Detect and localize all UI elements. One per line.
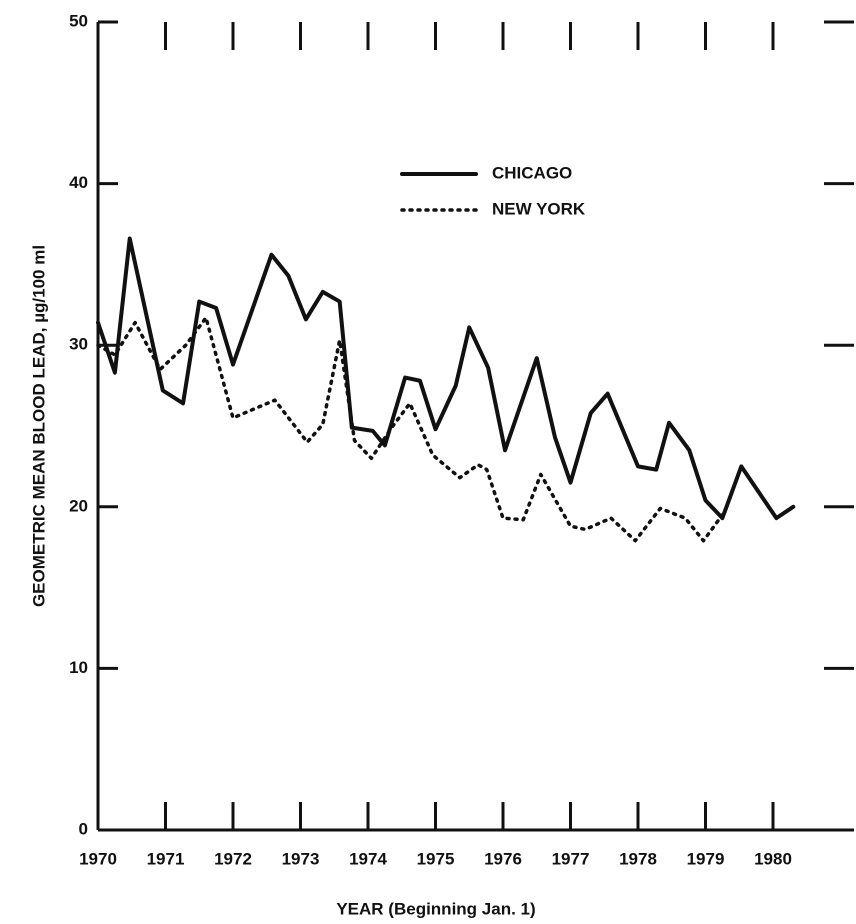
y-tick-label: 20: [69, 496, 88, 515]
x-tick-label: 1978: [619, 849, 657, 868]
x-axis-label: YEAR (Beginning Jan. 1): [336, 899, 535, 918]
y-tick-label: 30: [69, 335, 88, 354]
x-tick-label: 1973: [282, 849, 320, 868]
x-tick-label: 1976: [484, 849, 522, 868]
x-tick-label: 1971: [147, 849, 185, 868]
y-tick-label: 50: [69, 11, 88, 30]
x-tick-label: 1977: [552, 849, 590, 868]
legend-label: CHICAGO: [492, 163, 572, 182]
series-line: [96, 315, 725, 543]
series-line: [96, 236, 796, 521]
y-tick-label: 0: [79, 819, 88, 838]
x-tick-label: 1979: [687, 849, 725, 868]
legend-label: NEW YORK: [492, 199, 586, 218]
y-axis-label: GEOMETRIC MEAN BLOOD LEAD, µg/100 ml: [29, 245, 48, 607]
x-tick-label: 1972: [214, 849, 252, 868]
x-tick-label: 1970: [79, 849, 117, 868]
y-tick-label: 10: [69, 658, 88, 677]
y-tick-label: 40: [69, 173, 88, 192]
x-tick-label: 1980: [754, 849, 792, 868]
x-tick-label: 1975: [417, 849, 455, 868]
x-tick-label: 1974: [349, 849, 387, 868]
